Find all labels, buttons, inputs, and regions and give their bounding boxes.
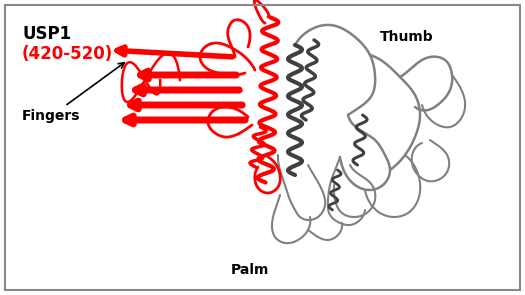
Text: Palm: Palm: [231, 263, 269, 277]
Text: Fingers: Fingers: [22, 63, 124, 123]
Text: Thumb: Thumb: [380, 30, 434, 44]
Text: USP1: USP1: [22, 25, 71, 43]
Text: (420-520): (420-520): [22, 45, 113, 63]
